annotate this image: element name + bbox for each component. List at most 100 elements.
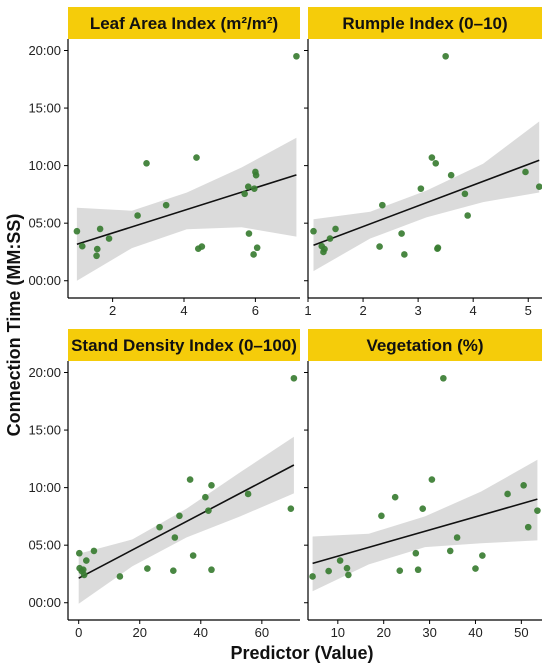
data-point bbox=[447, 171, 455, 179]
data-point bbox=[96, 225, 104, 233]
data-point bbox=[419, 505, 427, 513]
data-point bbox=[417, 185, 425, 192]
data-point bbox=[332, 225, 339, 233]
data-point bbox=[176, 512, 183, 520]
x-tick-label: 5 bbox=[525, 303, 532, 318]
y-axis-title: Connection Time (MM:SS) bbox=[4, 214, 24, 437]
data-point bbox=[293, 52, 300, 60]
x-tick-label: 60 bbox=[255, 625, 269, 640]
plot-area bbox=[309, 374, 541, 592]
data-point bbox=[520, 482, 527, 489]
x-tick-label: 4 bbox=[470, 303, 477, 318]
x-tick-label: 20 bbox=[376, 625, 390, 640]
panel-title: Vegetation (%) bbox=[366, 336, 483, 355]
plot-area bbox=[73, 52, 300, 281]
y-tick-label: 15:00 bbox=[28, 101, 61, 116]
data-point bbox=[93, 252, 100, 260]
data-point bbox=[251, 185, 258, 192]
x-tick-label: 40 bbox=[194, 625, 208, 640]
x-axis-title: Predictor (Value) bbox=[230, 643, 373, 663]
data-point bbox=[290, 374, 298, 382]
y-tick-label: 15:00 bbox=[28, 423, 61, 438]
data-point bbox=[186, 476, 194, 483]
data-point bbox=[287, 505, 295, 513]
y-tick-label: 00:00 bbox=[28, 273, 61, 288]
panel-strip bbox=[308, 329, 542, 361]
y-tick-label: 05:00 bbox=[28, 216, 61, 231]
data-point bbox=[379, 201, 386, 209]
data-point bbox=[376, 243, 383, 250]
x-tick-label: 0 bbox=[75, 625, 82, 640]
y-tick-label: 20:00 bbox=[28, 365, 61, 380]
x-tick-label: 40 bbox=[468, 625, 482, 640]
plot-area bbox=[310, 52, 542, 272]
x-tick-label: 10 bbox=[331, 625, 345, 640]
data-point bbox=[453, 534, 461, 541]
x-tick-label: 2 bbox=[359, 303, 366, 318]
data-point bbox=[412, 549, 420, 557]
data-point bbox=[79, 566, 87, 574]
data-point bbox=[310, 227, 317, 235]
data-point bbox=[461, 190, 469, 198]
x-tick-label: 30 bbox=[422, 625, 436, 640]
plot-area bbox=[75, 374, 298, 604]
data-point bbox=[396, 567, 404, 574]
data-point bbox=[440, 374, 447, 382]
data-point bbox=[143, 160, 150, 167]
data-point bbox=[446, 547, 454, 555]
data-point bbox=[325, 567, 332, 575]
panel-title: Leaf Area Index (m²/m²) bbox=[90, 14, 278, 33]
data-point bbox=[90, 547, 98, 555]
confidence-band bbox=[78, 436, 294, 604]
y-tick-label: 10:00 bbox=[28, 480, 61, 495]
data-point bbox=[472, 565, 479, 572]
x-tick-label: 3 bbox=[415, 303, 422, 318]
data-point bbox=[343, 564, 351, 572]
data-point bbox=[414, 566, 422, 574]
panel: Rumple Index (0–10) 1 2 3 4 5 bbox=[304, 7, 542, 318]
data-point bbox=[401, 251, 408, 258]
data-point bbox=[241, 190, 248, 198]
data-point bbox=[428, 154, 436, 161]
data-point bbox=[83, 557, 90, 564]
panel-strip bbox=[68, 329, 300, 361]
data-point bbox=[144, 565, 151, 572]
panel-strip bbox=[68, 7, 300, 39]
y-tick-label: 10:00 bbox=[28, 158, 61, 173]
data-point bbox=[253, 244, 261, 252]
data-point bbox=[73, 227, 81, 235]
regression-line bbox=[78, 464, 295, 579]
x-tick-label: 20 bbox=[133, 625, 147, 640]
panel-title: Rumple Index (0–10) bbox=[342, 14, 507, 33]
x-tick-label: 50 bbox=[514, 625, 528, 640]
data-point bbox=[391, 493, 399, 501]
panel: Vegetation (%) 10 20 30 40 50 bbox=[304, 329, 542, 640]
data-point bbox=[442, 52, 449, 60]
data-point bbox=[464, 212, 471, 219]
data-point bbox=[208, 566, 215, 574]
data-point bbox=[208, 482, 215, 489]
data-point bbox=[504, 490, 511, 498]
data-point bbox=[479, 552, 486, 559]
data-point bbox=[116, 573, 124, 580]
regression-line bbox=[313, 159, 540, 246]
data-point bbox=[244, 183, 252, 191]
data-point bbox=[522, 168, 529, 176]
y-tick-label: 00:00 bbox=[28, 595, 61, 610]
data-point bbox=[336, 557, 344, 564]
panel: Stand Density Index (0–100) 0 20 40 60 00:00 0… bbox=[28, 329, 300, 640]
data-point bbox=[245, 230, 253, 237]
confidence-band bbox=[312, 459, 538, 592]
panel-strip bbox=[308, 7, 542, 39]
data-point bbox=[171, 534, 179, 541]
data-point bbox=[250, 251, 257, 258]
data-point bbox=[252, 171, 260, 179]
data-point bbox=[428, 476, 436, 483]
data-point bbox=[75, 549, 83, 557]
data-point bbox=[432, 160, 440, 167]
data-point bbox=[524, 523, 532, 531]
panel-title: Stand Density Index (0–100) bbox=[71, 336, 297, 355]
x-tick-label: 4 bbox=[180, 303, 187, 318]
data-point bbox=[156, 523, 163, 531]
y-tick-label: 20:00 bbox=[28, 43, 61, 58]
